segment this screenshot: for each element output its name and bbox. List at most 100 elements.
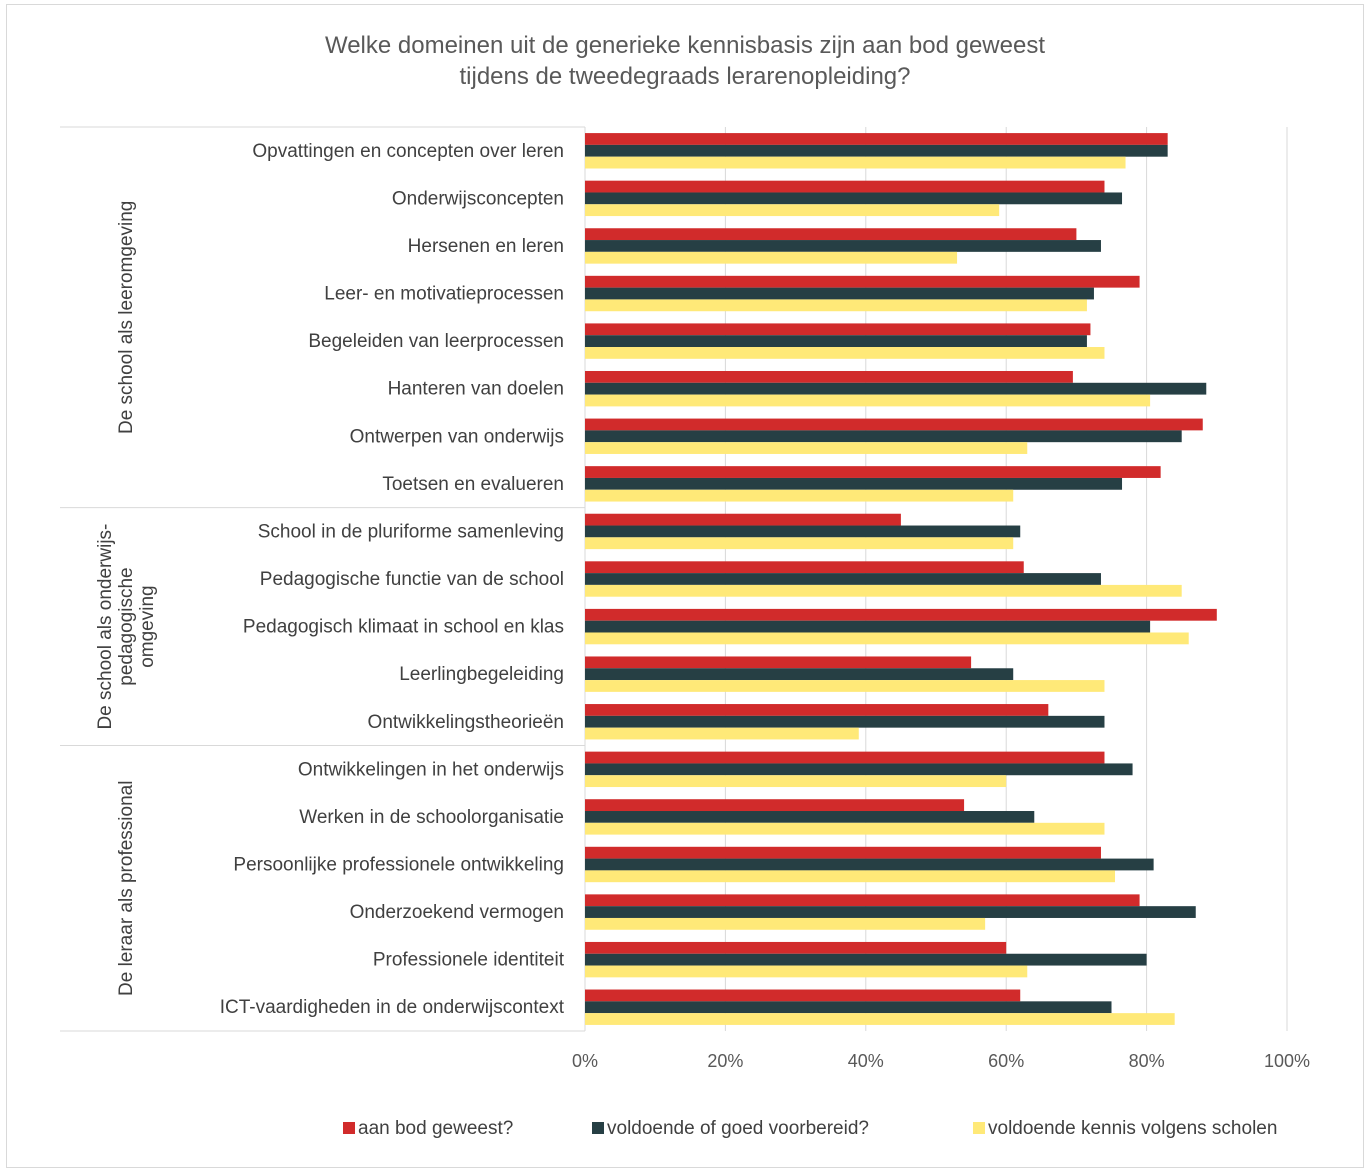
- bar-kennis-scholen: [585, 442, 1028, 454]
- category-label: Hersenen en leren: [408, 236, 564, 257]
- group-label-line: omgeving: [137, 585, 158, 667]
- bar-voorbereid: [585, 573, 1101, 585]
- bar-aan-bod: [585, 275, 1140, 288]
- bar-kennis-scholen: [585, 1013, 1175, 1025]
- bar-aan-bod: [585, 799, 965, 812]
- bar-kennis-scholen: [585, 204, 1000, 217]
- bar-kennis-scholen: [585, 727, 859, 740]
- bar-voorbereid: [585, 192, 1123, 205]
- legend-swatch: [592, 1122, 604, 1134]
- bar-aan-bod: [585, 846, 1101, 859]
- bar-aan-bod: [585, 704, 1049, 716]
- group-label-2: De school als onderwijs-pedagogische omge…: [95, 524, 158, 730]
- bar-voorbereid: [585, 763, 1133, 776]
- bar-aan-bod: [585, 370, 1073, 383]
- bar-voorbereid: [585, 1001, 1112, 1014]
- category-label: Ontwikkelingen in het onderwijs: [298, 759, 564, 780]
- bar-aan-bod: [585, 989, 1021, 1002]
- legend-label: voldoende of goed voorbereid?: [607, 1118, 869, 1139]
- category-label: ICT-vaardigheden in de onderwijscontext: [220, 997, 565, 1018]
- bar-voorbereid: [585, 906, 1196, 918]
- category-label: Onderzoekend vermogen: [350, 902, 564, 923]
- category-label: Hanteren van doelen: [388, 379, 564, 400]
- bar-aan-bod: [585, 561, 1024, 574]
- bar-kennis-scholen: [585, 965, 1028, 978]
- bar-voorbereid: [585, 430, 1182, 443]
- bar-aan-bod: [585, 180, 1105, 193]
- bar-aan-bod: [585, 656, 972, 669]
- category-label: School in de pluriforme samenleving: [258, 521, 564, 542]
- bar-kennis-scholen: [585, 347, 1105, 359]
- group-label-line: pedagogische: [116, 567, 137, 685]
- bar-aan-bod: [585, 418, 1203, 431]
- category-label: Ontwikkelingstheorieën: [368, 712, 564, 733]
- bar-kennis-scholen: [585, 584, 1182, 597]
- chart-title-line-1: Welke domeinen uit de generieke kennisba…: [324, 32, 1045, 59]
- legend-swatch: [973, 1122, 985, 1134]
- category-label: Onderwijsconcepten: [392, 188, 564, 209]
- category-label: Opvattingen en concepten over leren: [252, 141, 564, 162]
- bar-kennis-scholen: [585, 299, 1087, 312]
- bar-voorbereid: [585, 668, 1014, 681]
- bar-aan-bod: [585, 513, 901, 526]
- bar-kennis-scholen: [585, 822, 1105, 835]
- group-label-3: De leraar als professional: [116, 781, 137, 996]
- category-label: Ontwerpen van onderwijs: [350, 426, 564, 447]
- category-label: Persoonlijke professionele ontwikkeling: [233, 855, 564, 876]
- bar-voorbereid: [585, 477, 1123, 490]
- bar-kennis-scholen: [585, 537, 1014, 550]
- bar-kennis-scholen: [585, 680, 1105, 692]
- bar-voorbereid: [585, 335, 1087, 348]
- bar-aan-bod: [585, 466, 1161, 478]
- bar-voorbereid: [585, 287, 1094, 300]
- bar-kennis-scholen: [585, 251, 958, 264]
- category-label: Leerlingbegeleiding: [399, 664, 564, 685]
- bar-kennis-scholen: [585, 489, 1014, 502]
- bar-kennis-scholen: [585, 775, 1007, 788]
- x-tick-label: 40%: [848, 1051, 884, 1071]
- bar-aan-bod: [585, 323, 1091, 336]
- x-tick-label: 0%: [572, 1051, 598, 1071]
- group-label-line: De leraar als professional: [116, 781, 137, 996]
- group-label-line: De school als onderwijs-: [95, 524, 116, 730]
- bar-voorbereid: [585, 858, 1154, 871]
- bar-kennis-scholen: [585, 156, 1126, 169]
- legend-label: voldoende kennis volgens scholen: [988, 1118, 1277, 1139]
- category-label: Pedagogische functie van de school: [260, 569, 564, 590]
- bar-voorbereid: [585, 953, 1147, 966]
- bar-aan-bod: [585, 133, 1168, 145]
- category-label: Begeleiden van leerprocessen: [308, 331, 564, 352]
- chart-title: Welke domeinen uit de generieke kennisba…: [0, 30, 1370, 92]
- category-label: Pedagogisch klimaat in school en klas: [243, 617, 564, 638]
- bar-aan-bod: [585, 941, 1007, 954]
- legend-swatch: [343, 1122, 355, 1134]
- bar-voorbereid: [585, 715, 1105, 728]
- group-label-1: De school als leeromgeving: [116, 201, 137, 434]
- category-label: Werken in de schoolorganisatie: [299, 807, 564, 828]
- legend-label: aan bod geweest?: [358, 1118, 513, 1139]
- x-tick-label: 20%: [707, 1051, 743, 1071]
- bar-aan-bod: [585, 228, 1077, 241]
- chart-title-line-2: tijdens de tweedegraads lerarenopleiding…: [459, 63, 911, 90]
- bar-voorbereid: [585, 811, 1035, 823]
- bar-aan-bod: [585, 608, 1217, 621]
- x-tick-label: 100%: [1264, 1051, 1310, 1071]
- bar-voorbereid: [585, 525, 1021, 538]
- bar-voorbereid: [585, 620, 1151, 633]
- bar-kennis-scholen: [585, 917, 986, 930]
- x-tick-label: 60%: [988, 1051, 1024, 1071]
- bar-voorbereid: [585, 240, 1101, 252]
- category-label: Toetsen en evalueren: [382, 474, 564, 495]
- bar-kennis-scholen: [585, 632, 1189, 645]
- category-label: Leer- en motivatieprocessen: [324, 284, 564, 305]
- bar-voorbereid: [585, 382, 1207, 395]
- bar-kennis-scholen: [585, 870, 1116, 883]
- bar-aan-bod: [585, 894, 1140, 907]
- bar-kennis-scholen: [585, 394, 1151, 407]
- category-label: Professionele identiteit: [373, 950, 565, 971]
- bar-aan-bod: [585, 751, 1105, 764]
- bar-voorbereid: [585, 144, 1168, 157]
- group-label-line: De school als leeromgeving: [116, 201, 137, 434]
- x-tick-label: 80%: [1129, 1051, 1165, 1071]
